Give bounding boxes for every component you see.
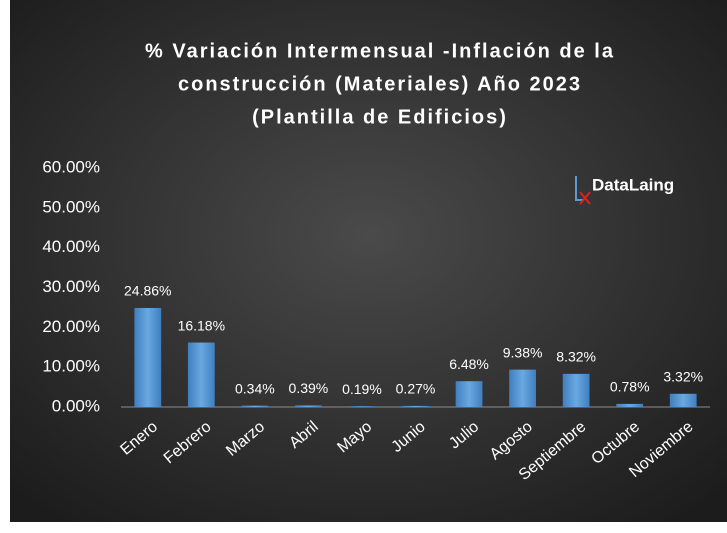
bar [187, 342, 215, 407]
bar [348, 406, 376, 407]
bar [509, 369, 536, 407]
data-label: 9.38% [503, 344, 543, 360]
chart-title: % Variación Intermensual -Inflación de l… [145, 40, 615, 62]
y-tick-label: 10.00% [42, 357, 100, 376]
data-label: 0.39% [289, 380, 329, 396]
data-label: 3.32% [663, 368, 703, 384]
data-label: 0.78% [610, 379, 650, 395]
data-label: 8.32% [556, 349, 596, 365]
bar [241, 405, 269, 407]
bar [455, 381, 483, 407]
data-label: 0.34% [235, 380, 275, 396]
data-label: 6.48% [449, 356, 489, 372]
bar [669, 393, 697, 407]
bar [616, 403, 644, 407]
bar [562, 373, 590, 407]
data-label: 0.27% [396, 381, 436, 397]
data-label: 0.19% [342, 381, 382, 397]
chart-title: construcción (Materiales) Año 2023 [178, 73, 582, 95]
data-label: 16.18% [178, 317, 225, 333]
logo: DataLaing [575, 175, 674, 205]
data-label: 24.86% [124, 283, 171, 299]
bar [402, 405, 429, 407]
bar [295, 405, 322, 407]
chart-background [10, 0, 727, 522]
chart-title: (Plantilla de Edificios) [252, 106, 508, 128]
y-tick-label: 20.00% [42, 317, 100, 336]
bar [134, 307, 162, 407]
y-tick-label: 60.00% [42, 157, 100, 176]
y-tick-label: 0.00% [52, 396, 100, 415]
y-tick-label: 40.00% [42, 237, 100, 256]
y-tick-label: 30.00% [42, 277, 100, 296]
logo-text: DataLaing [592, 175, 674, 194]
y-tick-label: 50.00% [42, 197, 100, 216]
